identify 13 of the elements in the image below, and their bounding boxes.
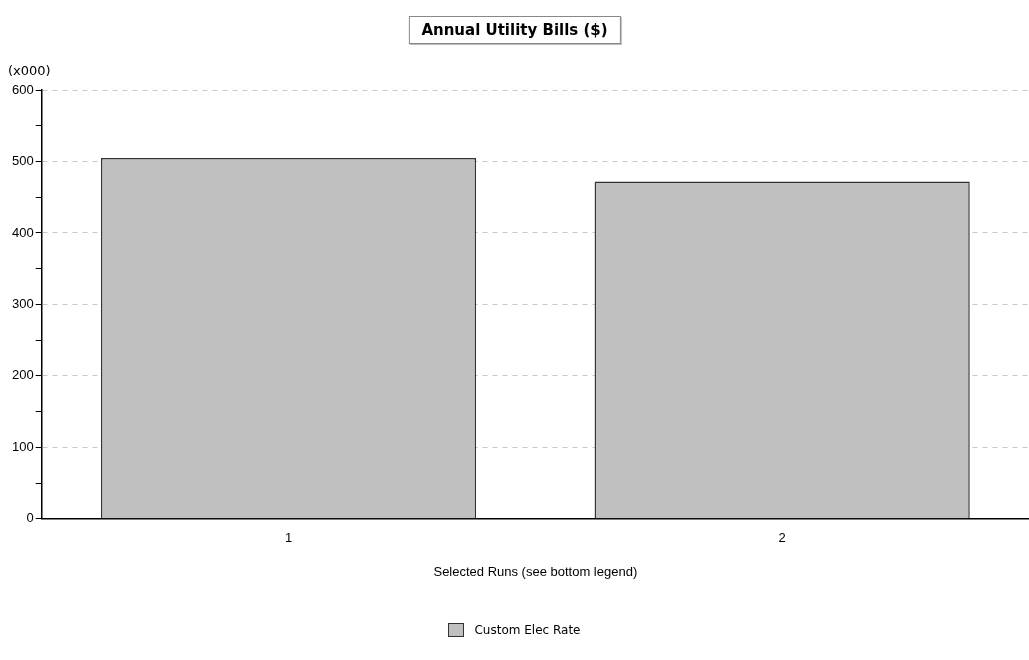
text: Custom Elec Rate (474, 623, 581, 637)
x-tick-label: 2 (778, 530, 786, 546)
y-tick-label: 0 (26, 510, 34, 526)
y-tick-label: 600 (11, 81, 34, 97)
x-tick-label: 1 (284, 530, 293, 546)
y-tick-label: 100 (11, 438, 34, 454)
y-axis-title: (x000) (8, 62, 51, 78)
y-tick-label: 200 (11, 367, 34, 383)
y-tick-label: 500 (11, 153, 34, 169)
y-tick-label: 300 (11, 295, 34, 311)
chart-title: Annual Utility Bills ($) (408, 16, 621, 44)
y-tick-label: 400 (11, 224, 34, 240)
x-axis-title: Selected Runs (see bottom legend) (433, 563, 638, 579)
